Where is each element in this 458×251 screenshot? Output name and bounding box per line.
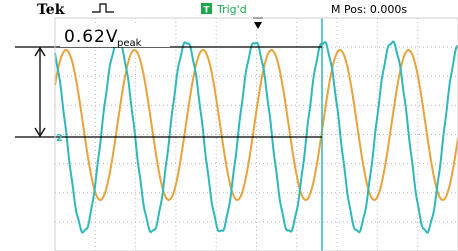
annotation-value: 0.62V [64, 27, 118, 47]
channel-marker: 2 [56, 133, 63, 144]
trigger-icon: T [203, 6, 210, 16]
oscilloscope-screen: 2 Tek T Trig'd M Pos: 0.000s 0.62V peak [0, 0, 458, 251]
annotation-subscript: peak [117, 38, 142, 49]
position-readout: M Pos: 0.000s [331, 3, 407, 16]
trigger-status: Trig'd [216, 3, 247, 16]
brand: Tek [37, 2, 65, 18]
